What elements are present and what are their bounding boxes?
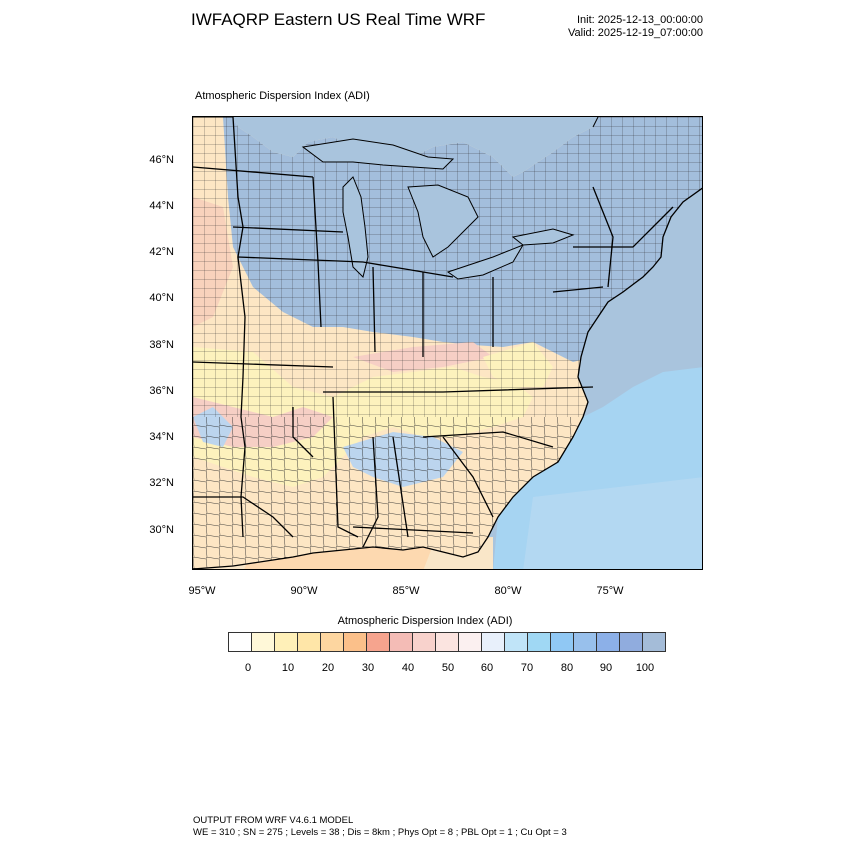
lon-label-80: 80°W [494,585,522,597]
border-line [193,496,294,538]
lat-label-38: 38°N [149,339,174,351]
map-title: Atmospheric Dispersion Index (ADI) [195,90,370,102]
border-line [193,166,314,178]
great-lakes [301,138,575,280]
colorbar-tick-30: 30 [361,662,375,674]
valid-time: Valid: 2025-12-19_07:00:00 [568,27,703,39]
border-line [323,386,594,393]
colorbar-swatch [528,633,551,651]
lon-label-95: 95°W [188,585,216,597]
colorbar-swatch [367,633,390,651]
canada-border [193,117,599,128]
lat-label-42: 42°N [149,246,174,258]
border-line [332,396,359,538]
border-line [552,286,604,293]
map-canvas [193,117,702,569]
colorbar-tick-70: 70 [520,662,534,674]
time-info: Init: 2025-12-13_00:00:00 Valid: 2025-12… [568,14,703,40]
lon-label-90: 90°W [290,585,318,597]
colorbar-title: Atmospheric Dispersion Index (ADI) [337,615,513,627]
lake-superior [301,138,455,170]
colorbar-swatch [413,633,436,651]
colorbar-swatch [344,633,367,651]
colorbar-swatch [551,633,574,651]
init-time: Init: 2025-12-13_00:00:00 [577,14,703,26]
model-footer: OUTPUT FROM WRF V4.6.1 MODEL WE = 310 ; … [193,815,567,839]
colorbar-swatch [436,633,459,651]
colorbar-swatch [620,633,643,651]
footer-model-line: OUTPUT FROM WRF V4.6.1 MODEL [193,815,354,826]
state-borders [193,117,674,548]
colorbar-swatch [229,633,252,651]
lat-label-40: 40°N [149,292,174,304]
lat-label-32: 32°N [149,477,174,489]
border-line [362,436,379,548]
colorbar-swatch [459,633,482,651]
lake-erie [446,243,525,280]
coastline [193,187,702,569]
colorbar-swatch [321,633,344,651]
colorbar-tick-10: 10 [281,662,295,674]
colorbar [228,632,666,652]
border-line [592,186,614,288]
lat-label-44: 44°N [149,200,174,212]
colorbar-swatch [597,633,620,651]
colorbar-swatch [574,633,597,651]
border-line [573,206,674,248]
lake-michigan [342,176,369,278]
border-line [442,436,494,518]
chart-title: IWFAQRP Eastern US Real Time WRF [191,10,486,29]
lon-label-75: 75°W [596,585,624,597]
colorbar-swatch [390,633,413,651]
colorbar-swatch [482,633,505,651]
lake-huron [407,184,479,258]
colorbar-swatch [505,633,528,651]
lat-label-34: 34°N [149,431,174,443]
land-fill-group [193,117,702,569]
border-line [372,266,376,353]
colorbar-swatch [275,633,298,651]
lon-label-85: 85°W [392,585,420,597]
footer-config-line: WE = 310 ; SN = 275 ; Levels = 38 ; Dis … [193,827,567,838]
colorbar-tick-100: 100 [635,662,655,674]
border-line [292,407,314,458]
lat-label-30: 30°N [149,524,174,536]
border-line [422,431,554,448]
colorbar-swatch [643,633,665,651]
lat-label-46: 46°N [149,154,174,166]
colorbar-tick-60: 60 [480,662,494,674]
border-line [392,436,409,538]
border-line [232,226,344,233]
colorbar-tick-20: 20 [321,662,335,674]
border-line [312,176,322,328]
colorbar-tick-50: 50 [441,662,455,674]
colorbar-tick-40: 40 [401,662,415,674]
map-panel [192,116,703,570]
colorbar-tick-80: 80 [560,662,574,674]
border-line [232,117,246,538]
lake-ontario [511,228,575,246]
colorbar-tick-90: 90 [599,662,613,674]
border-line [352,526,474,534]
border-line [193,361,334,368]
colorbar-tick-0: 0 [244,662,252,674]
colorbar-swatch [252,633,275,651]
offshore-light-water [523,477,702,569]
lat-label-36: 36°N [149,385,174,397]
colorbar-swatch [298,633,321,651]
